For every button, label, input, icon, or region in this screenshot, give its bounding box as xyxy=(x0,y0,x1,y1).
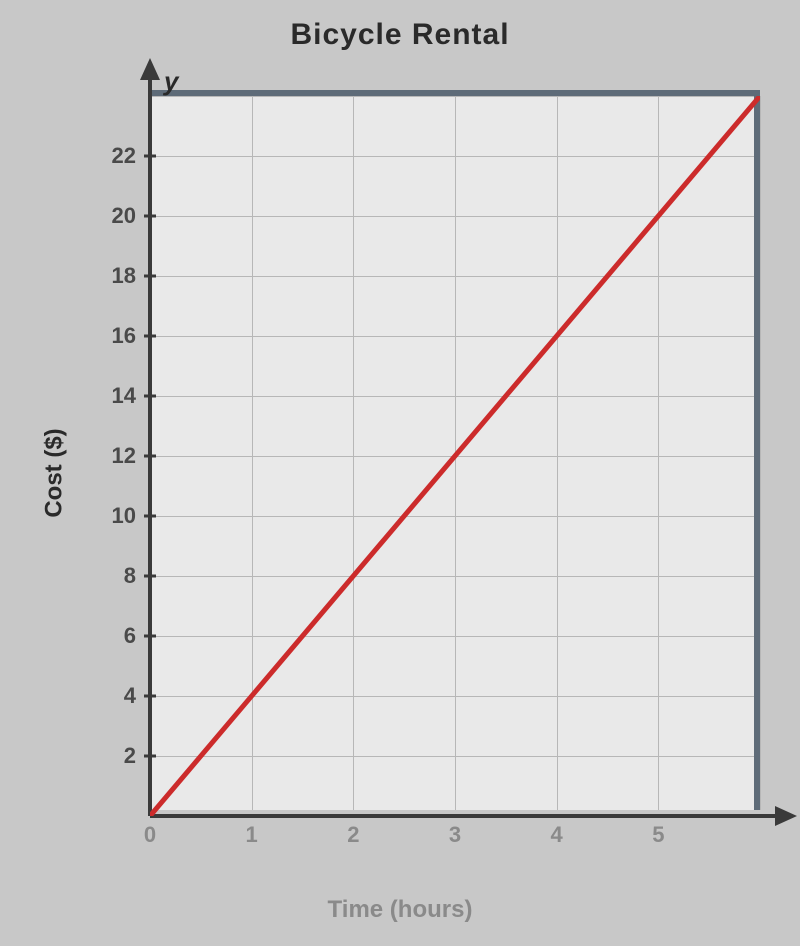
gridline-horizontal xyxy=(150,396,754,397)
y-tick-label: 4 xyxy=(124,683,136,709)
y-tick-label: 12 xyxy=(112,443,136,469)
gridline-horizontal xyxy=(150,456,754,457)
gridline-horizontal xyxy=(150,216,754,217)
chart-title: Bicycle Rental xyxy=(0,18,800,52)
y-tick-mark xyxy=(144,215,156,218)
gridline-vertical xyxy=(455,96,456,810)
gridline-horizontal xyxy=(150,276,754,277)
y-tick-mark xyxy=(144,335,156,338)
y-tick-mark xyxy=(144,695,156,698)
gridline-vertical xyxy=(658,96,659,810)
y-tick-label: 22 xyxy=(112,143,136,169)
gridline-vertical xyxy=(760,96,761,810)
x-tick-label: 4 xyxy=(551,822,563,848)
y-tick-label: 10 xyxy=(112,503,136,529)
y-tick-label: 2 xyxy=(124,743,136,769)
y-tick-mark xyxy=(144,155,156,158)
gridline-horizontal xyxy=(150,336,754,337)
gridline-vertical xyxy=(557,96,558,810)
y-axis-line xyxy=(148,72,152,816)
gridline-horizontal xyxy=(150,576,754,577)
y-axis-arrow-icon xyxy=(140,58,160,80)
x-tick-label: 3 xyxy=(449,822,461,848)
gridline-horizontal xyxy=(150,756,754,757)
plot-area: y 246810121416182022012345 xyxy=(150,90,760,810)
gridline-horizontal xyxy=(150,696,754,697)
y-tick-label: 20 xyxy=(112,203,136,229)
x-axis-line xyxy=(150,814,784,818)
y-tick-label: 14 xyxy=(112,383,136,409)
y-tick-label: 18 xyxy=(112,263,136,289)
y-tick-label: 6 xyxy=(124,623,136,649)
y-tick-mark xyxy=(144,275,156,278)
y-tick-mark xyxy=(144,395,156,398)
gridline-horizontal xyxy=(150,96,754,97)
y-tick-label: 16 xyxy=(112,323,136,349)
x-axis-label: Time (hours) xyxy=(0,896,800,924)
x-tick-label: 1 xyxy=(246,822,258,848)
x-tick-label: 0 xyxy=(144,822,156,848)
y-tick-mark xyxy=(144,755,156,758)
x-tick-label: 5 xyxy=(652,822,664,848)
y-tick-mark xyxy=(144,575,156,578)
gridline-vertical xyxy=(353,96,354,810)
y-tick-mark xyxy=(144,635,156,638)
gridline-horizontal xyxy=(150,516,754,517)
y-tick-mark xyxy=(144,455,156,458)
y-axis-variable-label: y xyxy=(164,66,178,97)
gridline-horizontal xyxy=(150,636,754,637)
y-axis-label: Cost ($) xyxy=(41,428,69,517)
gridline-horizontal xyxy=(150,156,754,157)
x-axis-arrow-icon xyxy=(775,806,797,826)
gridline-vertical xyxy=(252,96,253,810)
x-tick-label: 2 xyxy=(347,822,359,848)
y-tick-label: 8 xyxy=(124,563,136,589)
y-tick-mark xyxy=(144,515,156,518)
chart-container: Bicycle Rental Cost ($) Time (hours) y 2… xyxy=(0,0,800,946)
